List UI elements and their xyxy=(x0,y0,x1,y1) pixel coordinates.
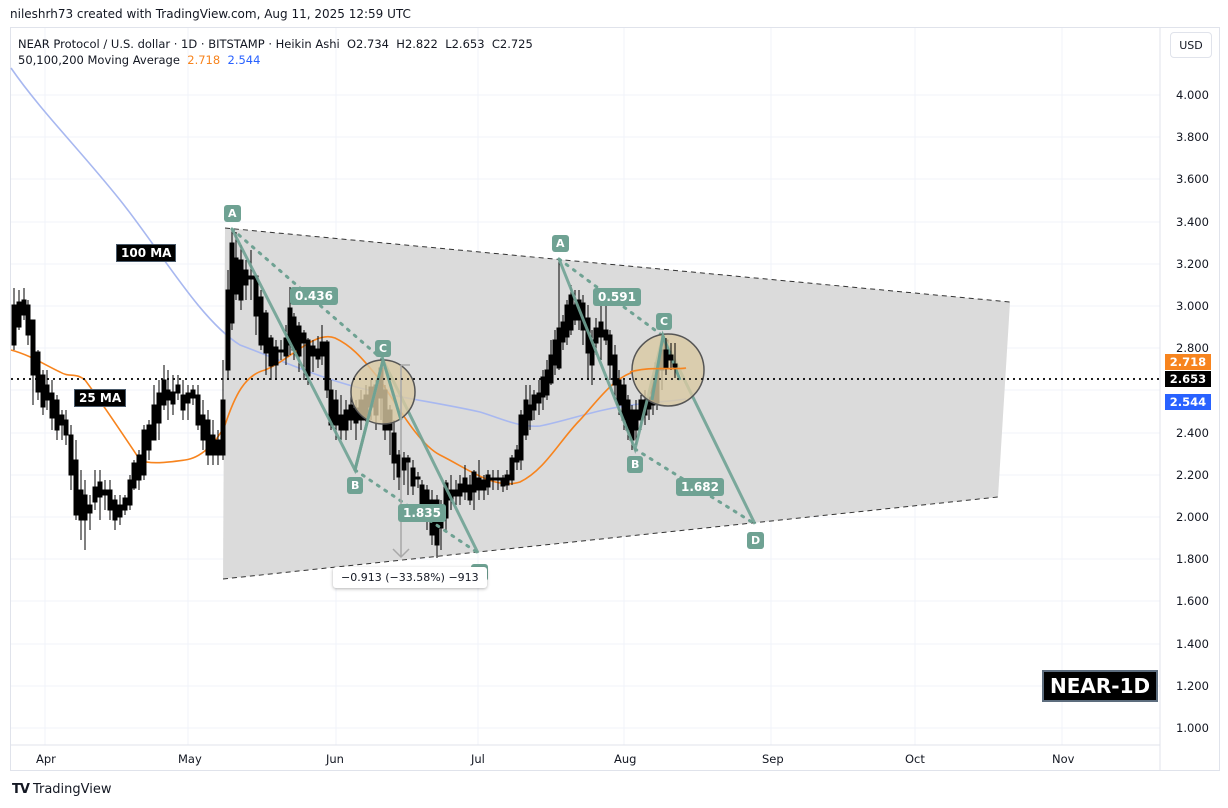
y-tick: 2.800 xyxy=(1176,341,1209,355)
ma-blue-price-tag: 2.544 xyxy=(1165,394,1211,410)
pattern2-point-a: A xyxy=(552,235,569,252)
chart-credit: nileshrh73 created with TradingView.com,… xyxy=(10,7,411,21)
ohlc-open: O2.734 xyxy=(347,37,389,51)
measure-label: −0.913 (−33.58%) −913 xyxy=(333,567,487,588)
y-tick: 2.200 xyxy=(1176,468,1209,482)
pattern1-point-b: B xyxy=(347,477,364,494)
pattern2-point-c: C xyxy=(656,313,673,330)
ohlc-close: C2.725 xyxy=(491,37,533,51)
y-tick: 1.000 xyxy=(1176,721,1209,735)
tradingview-logo-icon: TV xyxy=(12,782,30,797)
y-tick: 1.400 xyxy=(1176,637,1209,651)
symbol-info[interactable]: NEAR Protocol / U.S. dollar · 1D · BITST… xyxy=(18,37,340,51)
currency-button[interactable]: USD xyxy=(1170,32,1212,58)
x-tick: Jul xyxy=(471,752,485,766)
y-tick: 3.400 xyxy=(1176,215,1209,229)
ma-orange-price-tag: 2.718 xyxy=(1165,354,1211,370)
pattern1-ratio-ac: 0.436 xyxy=(290,287,338,305)
x-tick: May xyxy=(178,752,202,766)
x-tick: Oct xyxy=(905,752,925,766)
pattern1-point-c: C xyxy=(375,340,392,357)
x-tick: Sep xyxy=(762,752,784,766)
x-tick: Aug xyxy=(614,752,637,766)
pattern2-ratio-ac: 0.591 xyxy=(593,288,641,306)
pattern1-ratio-bd: 1.835 xyxy=(398,504,446,522)
pattern2-ratio-bd: 1.682 xyxy=(676,478,724,496)
pattern2-point-d: D xyxy=(747,532,765,549)
y-tick: 1.200 xyxy=(1176,679,1209,693)
ohlc-low: L2.653 xyxy=(445,37,485,51)
highlight-circle-2 xyxy=(631,333,705,407)
ma-blue-value: 2.544 xyxy=(227,53,261,67)
ma-25-annotation: 25 MA xyxy=(74,389,127,407)
ma-indicator-label[interactable]: 50,100,200 Moving Average xyxy=(18,53,180,67)
y-tick: 2.000 xyxy=(1176,510,1209,524)
y-tick: 3.800 xyxy=(1176,130,1209,144)
pattern2-point-b: B xyxy=(627,456,644,473)
y-tick: 3.200 xyxy=(1176,257,1209,271)
footer-brand[interactable]: TV TradingView xyxy=(12,782,111,797)
ticker-badge: NEAR-1D xyxy=(1042,670,1159,702)
x-tick: Nov xyxy=(1052,752,1075,766)
y-tick: 4.000 xyxy=(1176,88,1209,102)
x-tick: Jun xyxy=(326,752,344,766)
y-tick: 1.600 xyxy=(1176,594,1209,608)
chart-legend: NEAR Protocol / U.S. dollar · 1D · BITST… xyxy=(18,36,533,68)
x-tick: Apr xyxy=(36,752,56,766)
y-tick: 3.600 xyxy=(1176,172,1209,186)
chart-frame xyxy=(10,27,1220,771)
ohlc-high: H2.822 xyxy=(396,37,438,51)
pattern1-point-a: A xyxy=(224,205,241,222)
y-tick: 1.800 xyxy=(1176,552,1209,566)
y-tick: 2.400 xyxy=(1176,426,1209,440)
y-tick: 3.000 xyxy=(1176,299,1209,313)
measure-tool[interactable] xyxy=(392,364,410,559)
ma-orange-value: 2.718 xyxy=(187,53,221,67)
brand-name: TradingView xyxy=(32,782,112,797)
highlight-circle-1 xyxy=(350,359,416,425)
last-price-tag: 2.653 xyxy=(1165,371,1211,387)
ma-100-annotation: 100 MA xyxy=(116,244,177,262)
